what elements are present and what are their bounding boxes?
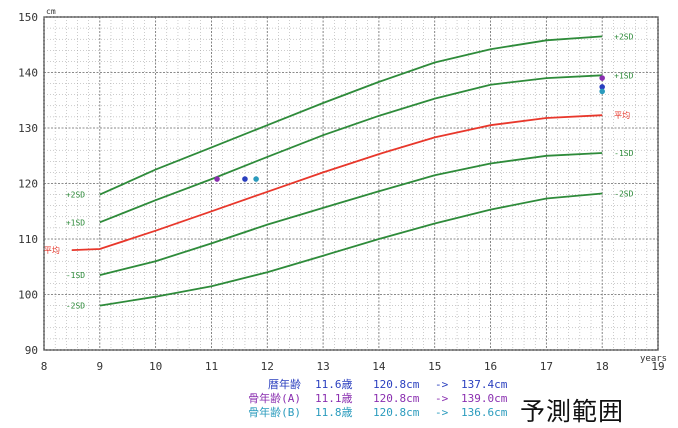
series-label-left: +1SD (66, 218, 85, 227)
x-tick-label: 13 (316, 360, 329, 373)
y-tick-label: 100 (18, 289, 38, 302)
series-label-right: +1SD (614, 71, 633, 80)
x-tick-label: 10 (149, 360, 162, 373)
x-axis-label: years (640, 354, 667, 364)
marker-point (599, 88, 605, 95)
x-tick-label: 16 (484, 360, 497, 373)
x-tick-label: 12 (261, 360, 274, 373)
series-label-left: -2SD (66, 302, 85, 311)
legend-age: 11.6歳 (315, 378, 353, 391)
series-line-+1SD (99, 74, 603, 224)
caption-prediction-range: 予測範囲 (520, 397, 625, 426)
legend-to: 137.4cm (461, 378, 508, 391)
x-tick-label: 17 (540, 360, 553, 373)
legend-label: 暦年齢 (268, 378, 301, 391)
legend-to: 136.6cm (461, 406, 508, 419)
marker-point (214, 176, 220, 182)
markers (214, 75, 605, 182)
axes: 8 9 10 11 12 13 14 15 16 17 18 19 90 100 110 120 130 140 1… (18, 11, 665, 373)
legend-arrow: -> (435, 378, 449, 391)
series-label-right: -1SD (614, 149, 633, 158)
series-label-left: 平均 (44, 245, 60, 255)
series-line-+2SD (99, 35, 603, 196)
legend-row-bone-age-a: 骨年齢(A) 11.1歳 120.8cm -> 139.0cm (215, 392, 515, 406)
x-tick-label: 15 (428, 360, 441, 373)
legend-row-bone-age-b: 骨年齢(B) 11.8歳 120.8cm -> 136.6cm (215, 406, 515, 420)
series-line-mean (71, 114, 603, 251)
series-label-left: -1SD (66, 271, 85, 280)
x-tick-label: 8 (41, 360, 48, 373)
legend-from: 120.8cm (373, 378, 420, 391)
legend-arrow: -> (435, 392, 449, 405)
y-tick-label: 120 (18, 178, 38, 191)
marker-point (253, 176, 259, 182)
series-line--2SD (99, 192, 603, 307)
legend: 暦年齢 11.6歳 120.8cm -> 137.4cm 骨年齢(A) 11.1… (215, 378, 515, 420)
legend-age: 11.8歳 (315, 406, 353, 419)
legend-to: 139.0cm (461, 392, 508, 405)
x-tick-label: 19 (651, 360, 664, 373)
x-tick-label: 14 (372, 360, 386, 373)
y-tick-label: 150 (18, 11, 38, 24)
legend-row-chronological: 暦年齢 11.6歳 120.8cm -> 137.4cm (215, 378, 515, 392)
legend-from: 120.8cm (373, 406, 420, 419)
y-tick-label: 130 (18, 122, 38, 135)
legend-from: 120.8cm (373, 392, 420, 405)
legend-age: 11.1歳 (315, 392, 353, 405)
series-line--1SD (99, 152, 603, 276)
x-tick-label: 11 (205, 360, 218, 373)
legend-label: 骨年齢(B) (248, 406, 301, 419)
series-label-right: +2SD (614, 32, 633, 41)
y-axis-label: cm (46, 7, 56, 16)
x-tick-label: 18 (596, 360, 609, 373)
grid (43, 16, 659, 351)
y-tick-label: 90 (25, 344, 38, 357)
marker-point (599, 75, 605, 81)
y-tick-label: 110 (18, 233, 38, 246)
marker-point (242, 176, 248, 182)
series-label-right: -2SD (614, 189, 633, 198)
series-label-left: +2SD (66, 191, 85, 200)
series-label-right: 平均 (614, 110, 630, 120)
legend-label: 骨年齢(A) (248, 392, 301, 405)
y-tick-label: 140 (18, 67, 38, 80)
marker-point (599, 84, 605, 90)
x-tick-label: 9 (97, 360, 104, 373)
legend-arrow: -> (435, 406, 449, 419)
